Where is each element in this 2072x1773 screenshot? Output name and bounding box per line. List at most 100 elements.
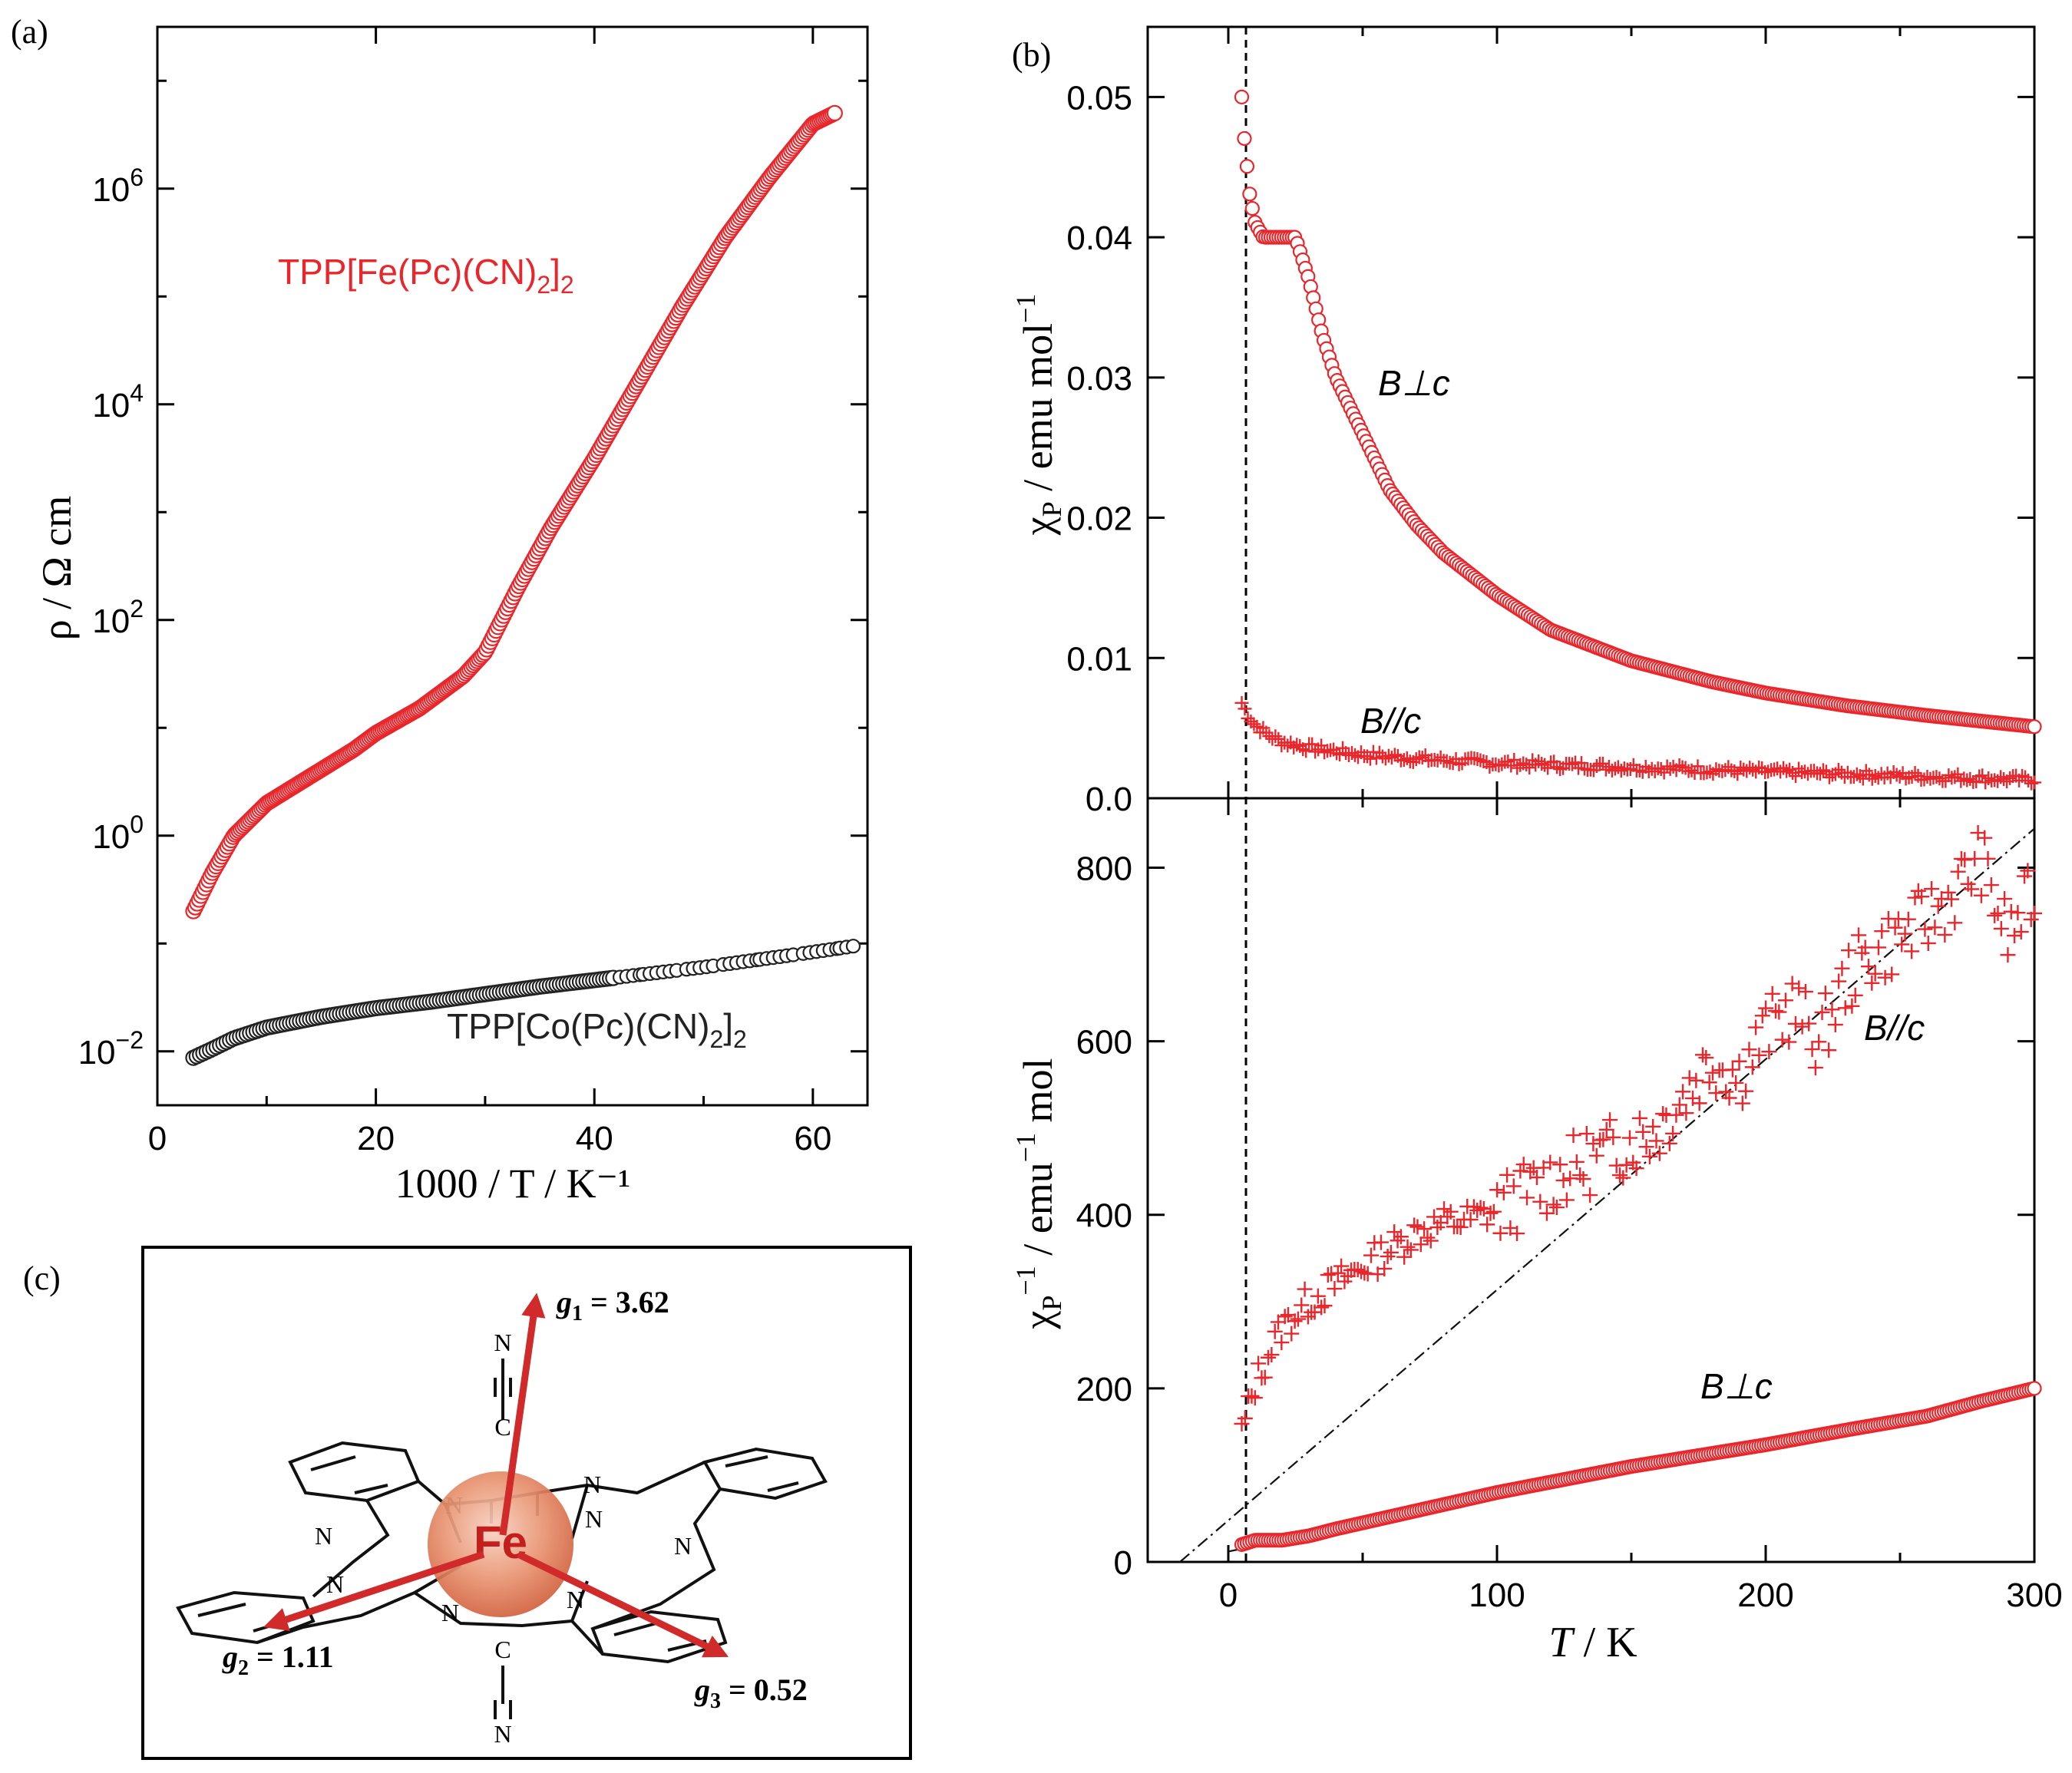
data-point bbox=[2027, 1381, 2042, 1396]
data-point bbox=[1297, 1281, 1313, 1297]
cn-top-c: C bbox=[494, 1413, 511, 1441]
chart-b-top-ytick-label: 0.03 bbox=[1066, 360, 1132, 398]
molecule-panel: N N N N N N N N N C C N Fe g1 = 3.62 g2 … bbox=[141, 1246, 912, 1760]
chart-b-xtick-label: 200 bbox=[1737, 1577, 1793, 1614]
chart-b-top-ytick-label: 0.05 bbox=[1066, 79, 1132, 117]
data-point bbox=[1899, 771, 1913, 786]
cn-labels: N C C N bbox=[494, 1329, 511, 1748]
data-point bbox=[1469, 1202, 1485, 1218]
data-point bbox=[1804, 1042, 1820, 1058]
data-point bbox=[1635, 1124, 1651, 1140]
data-point bbox=[1821, 1042, 1837, 1058]
data-point bbox=[1384, 751, 1399, 765]
data-point bbox=[1605, 1129, 1621, 1145]
chart-b-top-ytick-label: 0.0 bbox=[1086, 781, 1132, 818]
data-point bbox=[1482, 760, 1497, 774]
data-point bbox=[1572, 1167, 1588, 1184]
data-point bbox=[2018, 770, 2033, 784]
data-point bbox=[2027, 719, 2042, 735]
data-point bbox=[1813, 767, 1827, 781]
data-point bbox=[1847, 987, 1863, 1003]
data-point bbox=[1721, 1090, 1737, 1106]
data-point bbox=[1413, 1236, 1429, 1253]
data-point bbox=[1651, 1145, 1667, 1161]
bottom-label-bpar: B//c bbox=[1864, 1008, 1925, 1048]
data-point bbox=[1708, 1085, 1724, 1101]
data-point bbox=[1631, 1110, 1647, 1126]
data-point bbox=[2003, 771, 2017, 785]
data-point bbox=[1822, 770, 1836, 784]
data-point bbox=[1957, 852, 1973, 868]
fe-atom-label: Fe bbox=[474, 1517, 527, 1568]
data-point bbox=[1575, 756, 1588, 771]
data-point bbox=[1327, 1281, 1343, 1297]
panel-label-c: (c) bbox=[23, 1260, 61, 1297]
data-point bbox=[1824, 1002, 1840, 1018]
data-point bbox=[1565, 1128, 1581, 1144]
g1-label: g1 = 3.62 bbox=[556, 1285, 669, 1326]
data-point bbox=[1734, 1095, 1750, 1111]
fit-line-0 bbox=[1179, 827, 2035, 1563]
data-point bbox=[1320, 1267, 1336, 1283]
data-point bbox=[1251, 1355, 1267, 1372]
data-point bbox=[1373, 1234, 1389, 1250]
data-point bbox=[1238, 702, 1252, 716]
data-point bbox=[1585, 1136, 1601, 1152]
data-point bbox=[1870, 939, 1886, 956]
data-point bbox=[1558, 1192, 1575, 1208]
data-point bbox=[1317, 745, 1332, 760]
data-point bbox=[1595, 756, 1610, 771]
series-label-co: TPP[Co(Pc)(CN)2]2 bbox=[447, 1006, 747, 1053]
data-point bbox=[1409, 1219, 1426, 1235]
data-point bbox=[1997, 891, 2013, 907]
data-point bbox=[1376, 1260, 1393, 1276]
data-point bbox=[1930, 898, 1946, 914]
data-point bbox=[1987, 907, 2003, 923]
data-point bbox=[1548, 1200, 1565, 1216]
data-point bbox=[1598, 1121, 1614, 1137]
data-point bbox=[1767, 762, 1782, 777]
data-point bbox=[1280, 1307, 1296, 1323]
data-point bbox=[1528, 1170, 1545, 1186]
data-point bbox=[1415, 751, 1429, 765]
chart-b-bottom-ytick-label: 400 bbox=[1076, 1197, 1132, 1235]
data-point bbox=[1937, 926, 1953, 943]
data-point bbox=[1900, 911, 1916, 927]
data-point bbox=[1887, 920, 1903, 936]
chart-a-ytick-label: 104 bbox=[92, 379, 144, 424]
data-point bbox=[1884, 966, 1900, 982]
data-point bbox=[1519, 1190, 1535, 1206]
data-point bbox=[1817, 986, 1833, 1002]
data-point bbox=[1960, 773, 1975, 787]
chart-b-points bbox=[1234, 89, 2042, 1552]
data-point bbox=[1744, 1059, 1760, 1075]
data-point bbox=[1237, 130, 1252, 147]
data-point bbox=[1837, 1000, 1853, 1016]
data-point bbox=[1628, 1161, 1644, 1177]
data-point bbox=[1777, 992, 1793, 1009]
benzo-ring-bl bbox=[176, 1590, 316, 1645]
data-point bbox=[1988, 773, 2002, 787]
chart-a-ytick-label: 106 bbox=[92, 163, 144, 209]
ring-n-4: N bbox=[585, 1505, 603, 1533]
data-point bbox=[1947, 915, 1963, 931]
data-point bbox=[1538, 1205, 1555, 1221]
data-point bbox=[1963, 881, 1979, 897]
top-series-bperp bbox=[1234, 89, 2042, 735]
data-point bbox=[2023, 911, 2039, 927]
chart-a-xlabel-text: 1000 / T / K⁻¹ bbox=[395, 1161, 631, 1207]
data-point bbox=[1247, 1390, 1263, 1406]
data-point bbox=[1555, 1172, 1571, 1188]
data-point bbox=[1632, 763, 1647, 778]
chart-a-ytick-label: 100 bbox=[92, 811, 144, 856]
data-point bbox=[1746, 762, 1760, 777]
data-point bbox=[1350, 1262, 1366, 1278]
data-point bbox=[1403, 1242, 1419, 1258]
data-point bbox=[1287, 740, 1301, 754]
cn-bottom-n: N bbox=[494, 1720, 511, 1748]
data-point bbox=[1621, 1130, 1637, 1146]
data-point bbox=[1844, 998, 1860, 1014]
data-point bbox=[1990, 905, 2006, 921]
data-point bbox=[1908, 766, 1922, 781]
